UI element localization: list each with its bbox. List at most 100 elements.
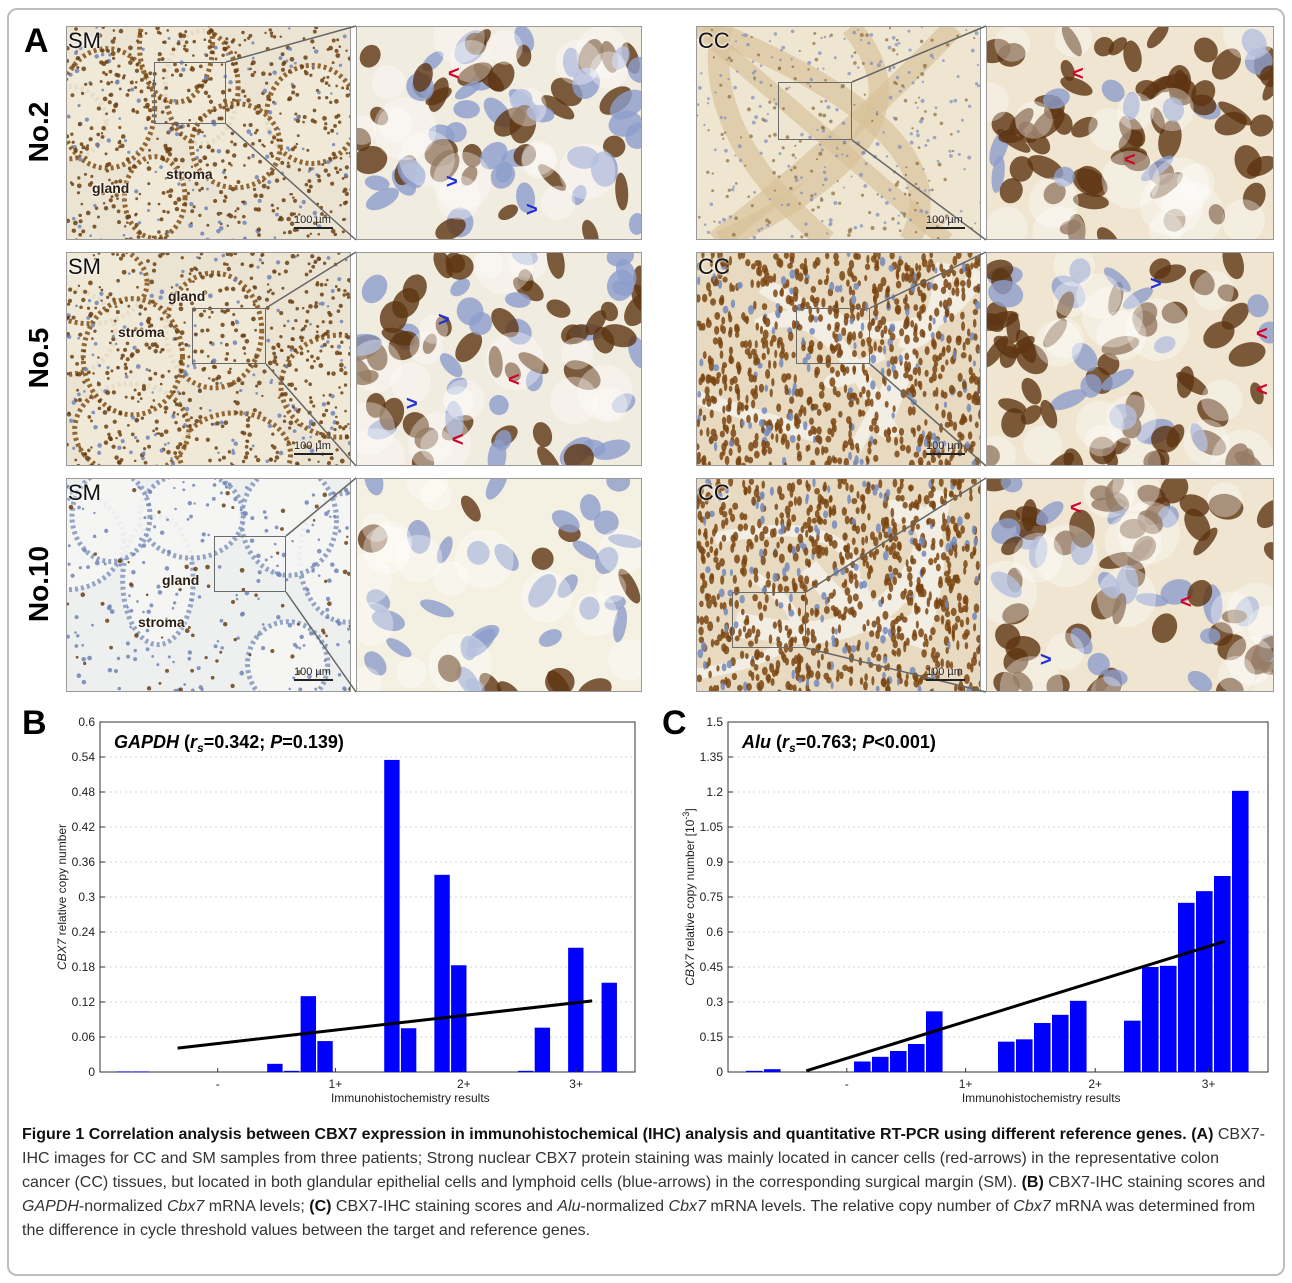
scale-bar: 100 µm — [294, 214, 333, 229]
bar — [908, 1044, 925, 1072]
cc-zoom-micrograph — [986, 478, 1274, 692]
bar — [1034, 1023, 1051, 1072]
y-tick-label: 0.9 — [706, 855, 723, 869]
chart-c: 0 0.15 0.3 0.45 0.6 0.75 0.9 1.05 1.2 1.35 1.5 - 1+ 2… — [681, 715, 1269, 1105]
caption-b-text-3: mRNA levels; — [208, 1198, 305, 1215]
red-arrow-icon: < — [1256, 323, 1268, 345]
blue-arrow-icon: > — [438, 309, 450, 331]
sm-zoom-micrograph — [356, 252, 642, 466]
chart-b: 0 0.06 0.12 0.18 0.24 0.3 0.36 0.42 0.48 0.54 0.6 -… — [55, 715, 636, 1105]
bar — [890, 1051, 907, 1072]
caption-c-text-4: mRNA was determined from the difference … — [22, 1198, 1256, 1239]
scale-bar: 100 µm — [926, 214, 965, 229]
bar — [1214, 876, 1231, 1072]
y-tick-label: 0.36 — [72, 855, 96, 869]
scale-bar: 100 µm — [926, 666, 965, 681]
tissue-region-label: gland — [162, 572, 200, 588]
bar — [872, 1056, 889, 1072]
x-axis-label: Immunohistochemistry results — [331, 1091, 490, 1105]
bar — [517, 1070, 534, 1072]
tissue-region-label: stroma — [166, 166, 213, 182]
caption-b-label: (B) — [1021, 1174, 1044, 1191]
patient-row-label: No.2 — [23, 101, 54, 163]
blue-arrow-icon: > — [1150, 273, 1162, 295]
blue-arrow-icon: > — [406, 393, 418, 415]
figure-caption: Figure 1 Correlation analysis between CB… — [22, 1123, 1270, 1243]
sm-tissue-label: SM — [68, 254, 101, 279]
panel-c-letter: C — [662, 704, 687, 742]
bar — [746, 1070, 763, 1072]
bar — [584, 1071, 601, 1073]
y-tick-label: 1.2 — [706, 785, 723, 799]
caption-c-cbx: Cbx7 — [668, 1198, 706, 1215]
y-tick-label: 0.42 — [72, 820, 96, 834]
caption-figure-label: Figure 1 — [22, 1126, 85, 1143]
cc-tissue-label: CC — [698, 28, 730, 53]
bar — [116, 1071, 133, 1073]
tissue-region-label: gland — [168, 288, 206, 304]
x-tick-label: 2+ — [457, 1077, 471, 1091]
x-tick-label: 3+ — [1202, 1077, 1216, 1091]
sm-tissue-label: SM — [68, 28, 101, 53]
x-tick-label: 1+ — [329, 1077, 343, 1091]
zoom-region-box — [192, 308, 266, 364]
tissue-region-label: gland — [92, 180, 130, 196]
sm-tissue-label: SM — [68, 480, 101, 505]
red-arrow-icon: < — [448, 63, 460, 85]
bar — [1124, 1020, 1141, 1072]
bar — [1160, 965, 1177, 1072]
red-arrow-icon: < — [1072, 63, 1084, 85]
caption-b-text-1: CBX7-IHC staining scores and — [1048, 1174, 1266, 1191]
bar — [434, 874, 450, 1072]
red-arrow-icon: < — [1256, 379, 1268, 401]
caption-c-label: (C) — [309, 1198, 332, 1215]
bar — [400, 1028, 417, 1072]
bar — [568, 947, 584, 1072]
bar — [1070, 1000, 1087, 1072]
caption-b-text-2: -normalized — [78, 1198, 163, 1215]
tissue-region-label: stroma — [118, 324, 165, 340]
y-tick-label: 0.6 — [78, 715, 95, 729]
bar — [1196, 891, 1213, 1072]
bar — [1232, 790, 1249, 1072]
caption-a-label: (A) — [1191, 1126, 1214, 1143]
cc-low-micrograph — [696, 478, 981, 692]
bar — [764, 1069, 781, 1072]
x-tick-label: 1+ — [959, 1077, 973, 1091]
blue-arrow-icon: > — [526, 199, 538, 221]
cc-zoom-micrograph — [986, 252, 1274, 466]
zoom-region-box — [778, 82, 852, 140]
sm-low-micrograph — [66, 26, 351, 240]
red-arrow-icon: < — [1180, 591, 1192, 613]
sm-low-micrograph — [66, 478, 351, 692]
caption-b-cbx: Cbx7 — [166, 1198, 205, 1215]
bar — [1178, 902, 1195, 1072]
chart-title: Alu (rs=0.763; P<0.001) — [741, 732, 936, 755]
red-arrow-icon: < — [452, 429, 464, 451]
x-tick-label: 2+ — [1088, 1077, 1102, 1091]
cc-zoom-micrograph — [986, 26, 1274, 240]
patient-row-label: No.5 — [23, 327, 54, 389]
cc-tissue-label: CC — [698, 254, 730, 279]
panel-a-letter: A — [24, 22, 49, 60]
y-axis-label: CBX7 relative copy number — [55, 824, 69, 970]
bar — [133, 1071, 149, 1073]
y-tick-label: 0.45 — [700, 960, 724, 974]
scale-bar: 100 µm — [294, 440, 333, 455]
trend-line — [177, 999, 593, 1050]
zoom-region-box — [796, 308, 870, 364]
y-tick-label: 0.12 — [72, 995, 96, 1009]
y-tick-label: 0.06 — [72, 1030, 96, 1044]
x-tick-label: 3+ — [569, 1077, 583, 1091]
bar — [601, 982, 617, 1072]
scale-bar: 100 µm — [294, 666, 333, 681]
x-axis-label: Immunohistochemistry results — [962, 1091, 1121, 1105]
caption-c-cbx2: Cbx7 — [1013, 1198, 1051, 1215]
caption-c-text-2: -normalized — [580, 1198, 665, 1215]
y-tick-label: 0.3 — [78, 890, 95, 904]
patient-row-label: No.10 — [23, 545, 54, 623]
caption-b-gene: GAPDH — [22, 1198, 79, 1215]
bar — [1052, 1014, 1069, 1072]
y-tick-label: 0.24 — [72, 925, 96, 939]
bar — [1142, 967, 1159, 1072]
